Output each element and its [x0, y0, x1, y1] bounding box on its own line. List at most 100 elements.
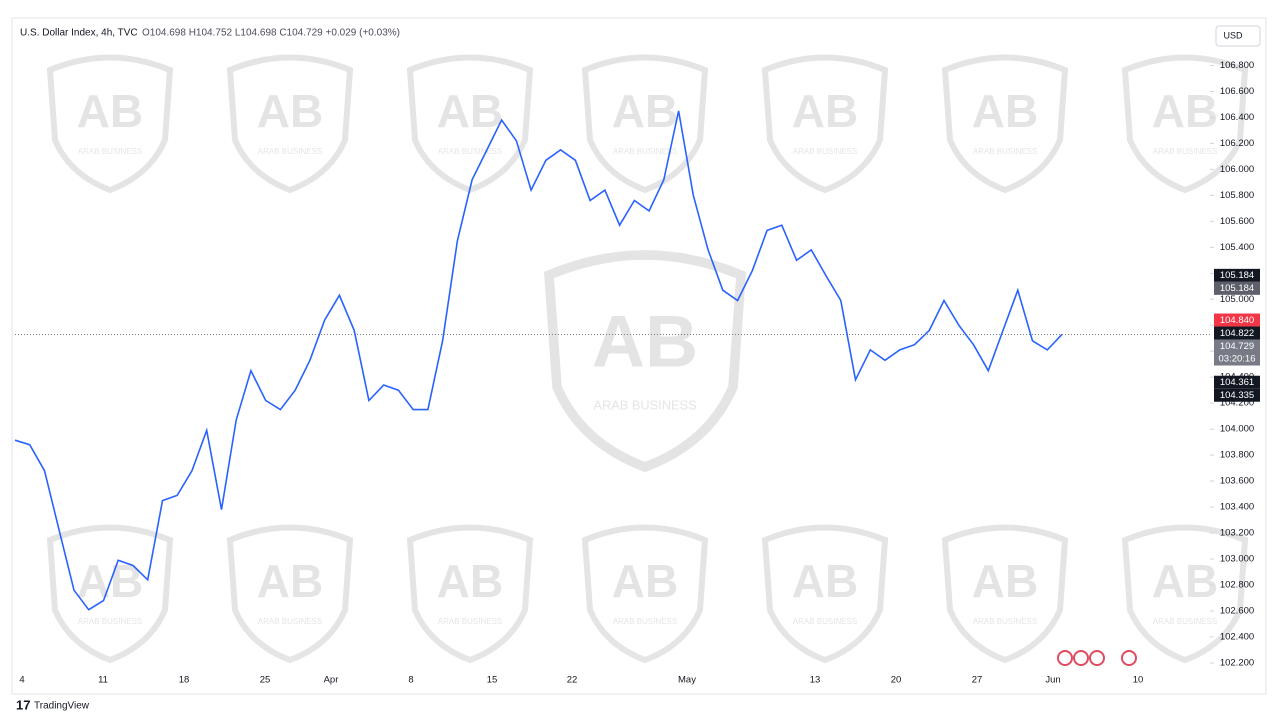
watermark-shield — [46, 54, 174, 194]
watermark-initials: AB — [1152, 85, 1218, 137]
watermark: AB ARAB BUSINESS — [941, 524, 1069, 664]
y-tick-label: 104.000 — [1220, 424, 1254, 435]
watermark-name: ARAB BUSINESS — [613, 147, 677, 156]
watermark-shield — [543, 250, 747, 473]
watermark: AB ARAB BUSINESS — [761, 54, 889, 194]
x-tick-label: 15 — [487, 675, 498, 686]
frame — [11, 17, 1267, 695]
price-marker-label: 104.840 — [1220, 315, 1254, 326]
brand: TradingView — [34, 701, 90, 712]
watermark-shield — [46, 524, 174, 664]
watermark: AB ARAB BUSINESS — [1121, 524, 1249, 664]
watermark-name: ARAB BUSINESS — [593, 398, 696, 413]
y-tick-label: 106.600 — [1220, 86, 1254, 97]
price-marker-label: 104.335 — [1220, 390, 1254, 401]
symbol-title: U.S. Dollar Index, 4h, TVC — [20, 28, 138, 39]
watermark-name: ARAB BUSINESS — [438, 147, 502, 156]
x-tick-label: Apr — [324, 675, 339, 686]
watermark-name: ARAB BUSINESS — [78, 617, 142, 626]
price-marker — [1214, 388, 1260, 402]
price-marker — [1214, 268, 1260, 282]
price-marker — [1214, 313, 1260, 327]
x-tick-label: 27 — [972, 675, 983, 686]
watermark-shield — [406, 54, 534, 194]
watermark: AB ARAB BUSINESS — [581, 54, 709, 194]
price-marker-label: 105.184 — [1220, 270, 1254, 281]
y-tick-label: 102.400 — [1220, 631, 1254, 642]
watermark-name: ARAB BUSINESS — [1153, 147, 1217, 156]
watermark-name: ARAB BUSINESS — [793, 147, 857, 156]
watermark: AB ARAB BUSINESS — [543, 250, 747, 473]
watermark-shield — [406, 524, 534, 664]
watermark-shield — [581, 524, 709, 664]
y-tick-label: 103.200 — [1220, 528, 1254, 539]
watermark-name: ARAB BUSINESS — [258, 147, 322, 156]
watermark-shield — [761, 524, 889, 664]
watermark-initials: AB — [792, 555, 858, 607]
y-tick-label: 106.800 — [1220, 60, 1254, 71]
currency: USD — [1223, 30, 1243, 40]
watermark-initials: AB — [592, 299, 698, 382]
y-tick-label: 103.400 — [1220, 502, 1254, 513]
watermark-initials: AB — [612, 555, 678, 607]
price-line — [14, 110, 1063, 611]
watermark-name: ARAB BUSINESS — [438, 617, 502, 626]
y-tick-label: 106.200 — [1220, 138, 1254, 149]
watermark-initials: AB — [792, 85, 858, 137]
y-tick-label: 104.200 — [1220, 398, 1254, 409]
countdown: 03:20:16 — [1219, 354, 1256, 365]
logo-mark: 17 — [16, 697, 30, 712]
y-tick-label: 102.600 — [1220, 605, 1254, 616]
watermark-shield — [226, 524, 354, 664]
watermark-shield — [761, 54, 889, 194]
price-marker — [1214, 326, 1260, 340]
price-marker-label: 104.729 — [1220, 341, 1254, 352]
watermark-shield — [941, 54, 1069, 194]
y-tick-label: 103.800 — [1220, 450, 1254, 461]
x-tick-label: 11 — [98, 675, 108, 686]
x-tick-label: 20 — [891, 675, 902, 686]
x-tick-label: 25 — [260, 675, 271, 686]
watermark-name: ARAB BUSINESS — [973, 147, 1037, 156]
y-tick-label: 106.000 — [1220, 164, 1254, 175]
watermark-initials: AB — [77, 85, 143, 137]
watermark-name: ARAB BUSINESS — [78, 147, 142, 156]
watermark-initials: AB — [1152, 555, 1218, 607]
watermark-shield — [1121, 54, 1249, 194]
x-tick-label: 4 — [19, 675, 24, 686]
watermark-name: ARAB BUSINESS — [258, 617, 322, 626]
watermark-initials: AB — [972, 85, 1038, 137]
y-tick-label: 105.800 — [1220, 190, 1254, 201]
y-tick-label: 105.600 — [1220, 216, 1254, 227]
watermarks: AB ARAB BUSINESS AB ARAB BUSINESS AB ARAB BUS… — [46, 54, 1249, 664]
ohlc: O104.698 H104.752 L104.698 C104.729 +0.0… — [142, 28, 400, 39]
watermark-name: ARAB BUSINESS — [1153, 617, 1217, 626]
x-tick-label: 8 — [408, 675, 413, 686]
watermark: AB ARAB BUSINESS — [1121, 54, 1249, 194]
y-tick-label: 102.200 — [1220, 657, 1254, 668]
x-tick-label: Jun — [1045, 675, 1060, 686]
x-tick-label: 18 — [179, 675, 190, 686]
watermark: AB ARAB BUSINESS — [46, 54, 174, 194]
watermark: AB ARAB BUSINESS — [406, 524, 534, 664]
watermark-initials: AB — [612, 85, 678, 137]
y-tick-label: 105.400 — [1220, 242, 1254, 253]
currency-button[interactable] — [1215, 25, 1261, 47]
price-marker-label: 104.361 — [1220, 377, 1254, 388]
watermark-name: ARAB BUSINESS — [973, 617, 1037, 626]
x-tick-label: 13 — [810, 675, 821, 686]
y-tick-label: 106.400 — [1220, 112, 1254, 123]
watermark-initials: AB — [437, 555, 503, 607]
y-tick-label: 105.000 — [1220, 294, 1254, 305]
price-marker-label: 105.184 — [1220, 283, 1254, 294]
x-tick-label: 10 — [1133, 675, 1144, 686]
watermark-shield — [941, 524, 1069, 664]
watermark-initials: AB — [972, 555, 1038, 607]
